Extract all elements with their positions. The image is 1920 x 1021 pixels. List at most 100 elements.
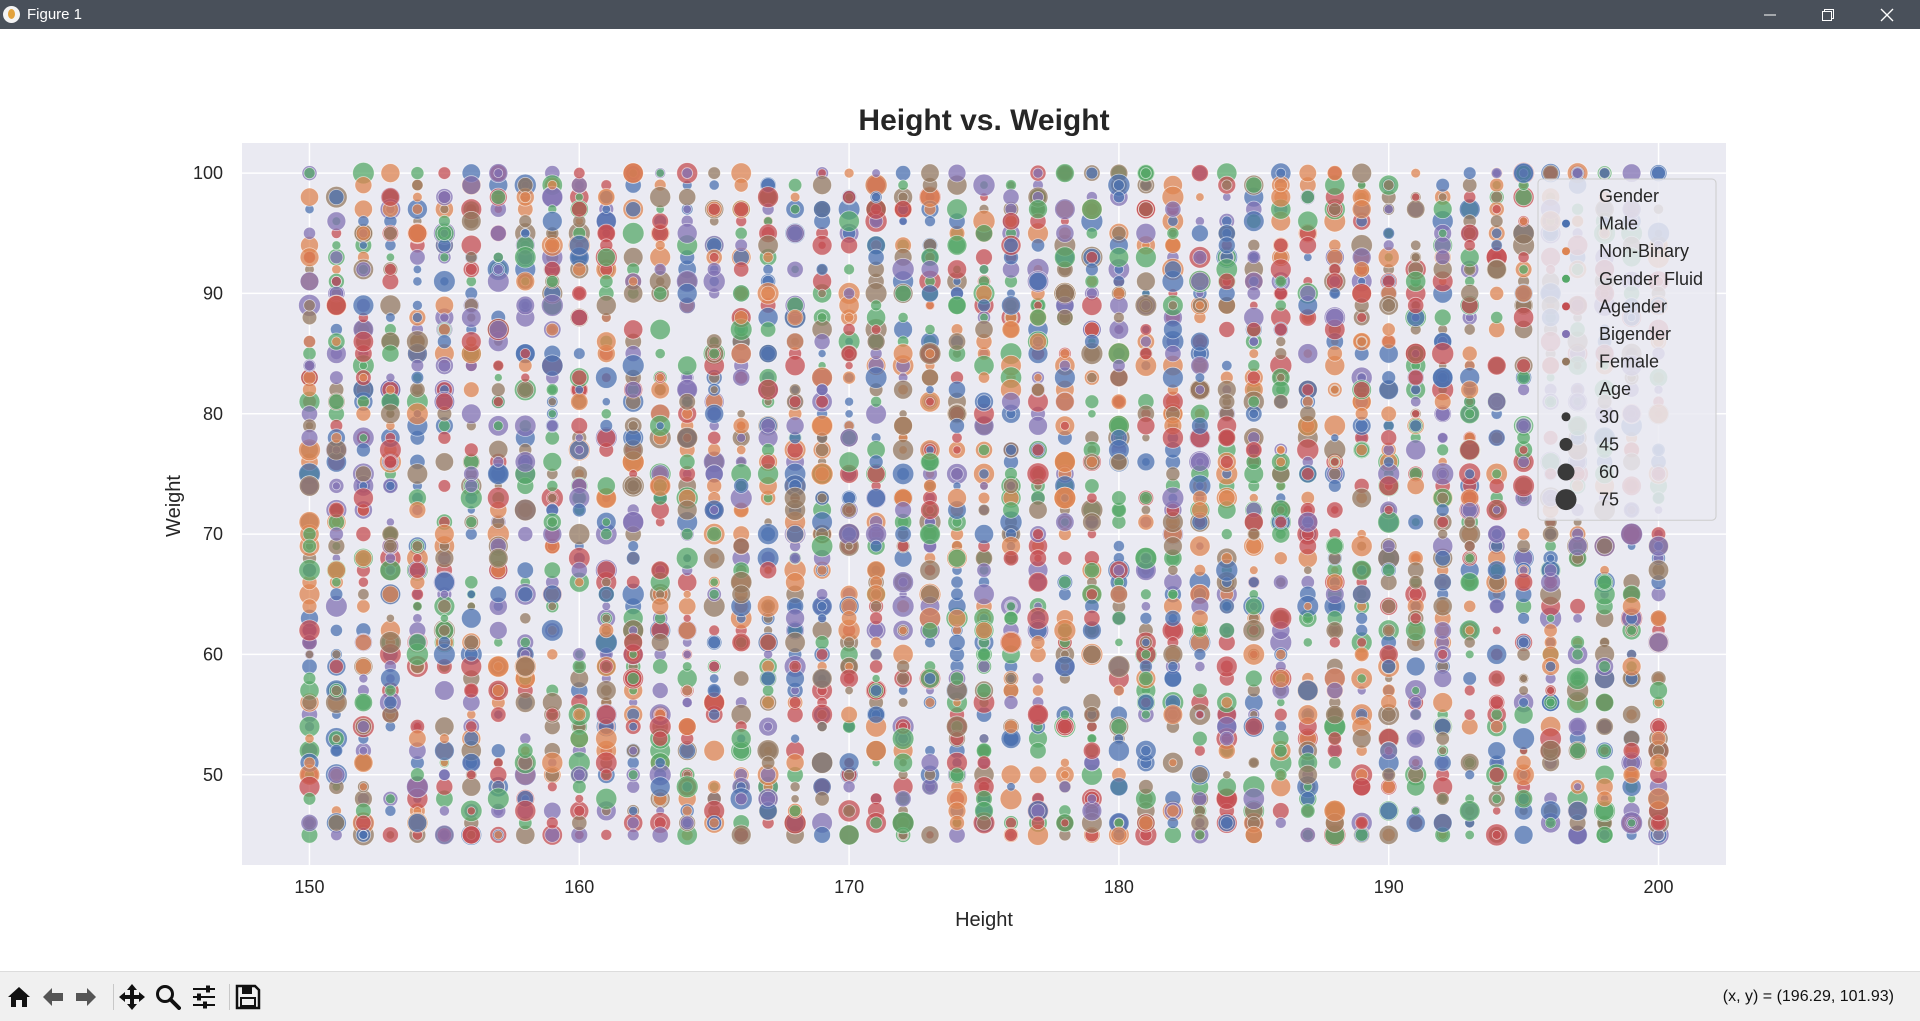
data-point [1486, 560, 1507, 580]
data-point [736, 432, 747, 443]
data-point [649, 318, 671, 341]
data-point [1627, 818, 1637, 828]
data-point [708, 179, 720, 191]
data-point [380, 403, 401, 425]
data-point [1569, 598, 1586, 615]
data-point [600, 408, 612, 420]
data-point [385, 312, 396, 323]
y-tick-label: 100 [193, 163, 223, 183]
data-point [921, 778, 939, 796]
pan-button[interactable] [117, 982, 147, 1012]
data-point [1085, 262, 1099, 277]
data-point [412, 601, 423, 612]
data-point [1410, 239, 1422, 251]
navigation-toolbar: (x, y) = (196.29, 101.93) [0, 971, 1920, 1021]
data-point [1140, 504, 1152, 516]
data-point [1517, 636, 1530, 649]
legend-entry: Male [1599, 214, 1638, 234]
data-point [412, 553, 423, 564]
data-point [815, 648, 829, 661]
data-point [408, 729, 427, 748]
data-point [1488, 598, 1505, 615]
data-point [1566, 667, 1589, 690]
data-point [385, 613, 395, 623]
data-point [974, 224, 994, 243]
data-point [1191, 609, 1209, 628]
data-point [331, 649, 342, 660]
data-point [1140, 601, 1152, 612]
data-point [439, 613, 449, 623]
data-point [596, 331, 617, 352]
data-point [1005, 443, 1017, 456]
data-point [436, 334, 452, 350]
home-button[interactable] [4, 982, 34, 1012]
zoom-button[interactable] [153, 982, 183, 1012]
data-point [547, 180, 558, 191]
data-point [1647, 787, 1670, 811]
data-point [1432, 692, 1453, 713]
data-point [870, 299, 882, 312]
data-point [411, 312, 423, 323]
data-point [626, 672, 640, 685]
data-point [1381, 623, 1396, 638]
data-point [947, 259, 968, 280]
data-point [895, 165, 912, 182]
data-point [1464, 769, 1475, 781]
data-point [514, 246, 537, 269]
pan-icon [119, 984, 145, 1010]
data-point [570, 561, 588, 579]
data-point [730, 728, 752, 749]
data-point [840, 705, 858, 724]
data-point [437, 190, 452, 204]
forward-button[interactable] [71, 982, 101, 1012]
data-point [515, 295, 536, 316]
data-point [601, 517, 611, 527]
data-point [466, 589, 476, 599]
data-point [892, 438, 914, 461]
data-point [1435, 791, 1450, 806]
data-point [1030, 238, 1046, 253]
data-point [839, 428, 859, 448]
data-point [1161, 486, 1185, 510]
data-point [1059, 709, 1070, 720]
data-point [545, 274, 559, 288]
data-point [1515, 417, 1532, 434]
data-point [1433, 669, 1453, 688]
x-tick-label: 180 [1104, 877, 1134, 897]
data-point [898, 216, 908, 226]
data-point [518, 358, 533, 373]
data-point [1032, 167, 1044, 179]
configure-subplots-button[interactable] [189, 982, 219, 1012]
data-point [1491, 227, 1503, 239]
data-point [1165, 466, 1181, 482]
minimize-button[interactable] [1741, 0, 1799, 29]
data-point [946, 198, 968, 220]
data-point [1409, 708, 1422, 721]
restore-button[interactable] [1799, 0, 1857, 29]
data-point [1354, 816, 1369, 830]
data-point [1189, 535, 1211, 557]
data-point [1054, 450, 1076, 473]
data-point [331, 481, 341, 491]
close-button[interactable] [1858, 0, 1916, 29]
data-point [434, 548, 455, 568]
data-point [1622, 596, 1642, 616]
data-point [1110, 826, 1128, 844]
data-point [1055, 163, 1075, 183]
save-button[interactable] [233, 982, 263, 1012]
data-point [1513, 306, 1535, 328]
data-point [437, 430, 452, 445]
data-point [762, 251, 774, 263]
data-point [734, 792, 748, 806]
data-point [1351, 584, 1372, 605]
data-point [1032, 528, 1044, 541]
data-point [1491, 793, 1502, 805]
data-point [1031, 672, 1045, 685]
data-point [358, 746, 369, 756]
data-point [300, 428, 319, 447]
back-button[interactable] [38, 982, 68, 1012]
data-point [1405, 439, 1427, 461]
figure-canvas[interactable]: 150 160 170 180 190 200 50 60 70 80 90 100 Height v… [0, 29, 1920, 971]
data-point [628, 746, 638, 756]
data-point [1488, 477, 1505, 494]
